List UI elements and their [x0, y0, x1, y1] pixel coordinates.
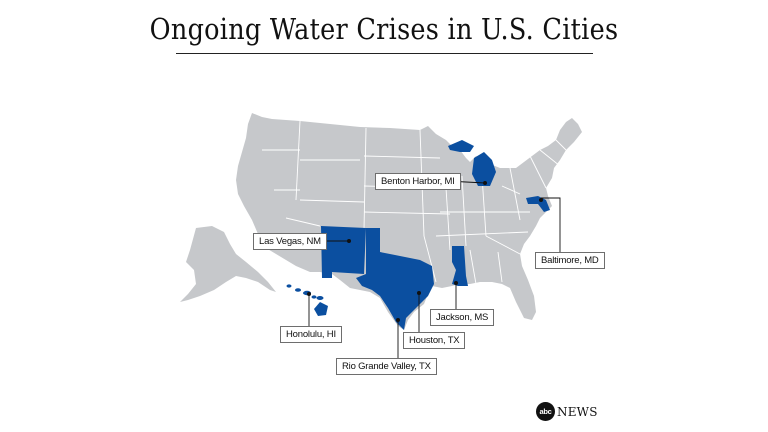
- label-baltimore: Baltimore, MD: [535, 252, 605, 269]
- jackson-dot: [454, 281, 458, 285]
- label-houston: Houston, TX: [403, 332, 466, 349]
- map-title: Ongoing Water Crises in U.S. Cities: [149, 12, 619, 46]
- state-maryland: [526, 196, 550, 212]
- state-new-mexico: [321, 226, 366, 278]
- state-texas: [356, 228, 434, 330]
- title-divider: [176, 53, 593, 54]
- brand-name: NEWS: [557, 404, 598, 419]
- state-michigan: [448, 140, 474, 152]
- label-las-vegas: Las Vegas, NM: [253, 233, 327, 250]
- label-jackson: Jackson, MS: [430, 309, 495, 326]
- alaska-land: [180, 226, 276, 302]
- las-vegas-dot: [347, 239, 351, 243]
- honolulu-dot: [307, 292, 311, 296]
- abc-logo-icon: abc: [536, 402, 555, 421]
- benton-harbor-dot: [483, 181, 487, 185]
- label-benton-harbor: Benton Harbor, MI: [375, 173, 461, 190]
- state-mississippi: [452, 246, 468, 286]
- contiguous-us-land: [236, 113, 582, 330]
- rio-grande-dot: [396, 318, 400, 322]
- label-rio-grande-valley: Rio Grande Valley, TX: [336, 358, 437, 375]
- label-honolulu: Honolulu, HI: [280, 326, 342, 343]
- highlighted-states: [321, 140, 550, 330]
- state-michigan-lower: [472, 152, 496, 186]
- baltimore-dot: [539, 198, 543, 202]
- hawaii-islands: [286, 284, 328, 316]
- abc-news-logo: abc NEWS: [536, 402, 598, 421]
- houston-dot: [417, 291, 421, 295]
